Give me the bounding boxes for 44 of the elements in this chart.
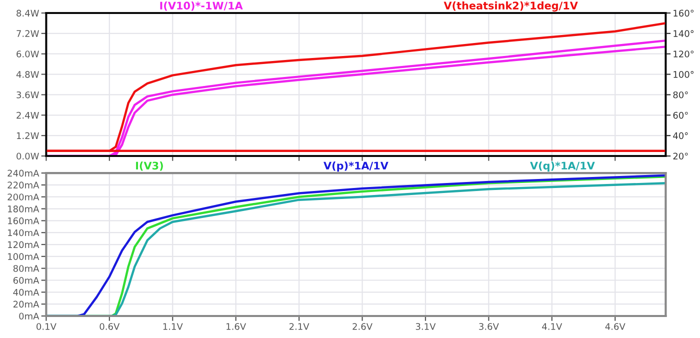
- y-tick-label: 0mA: [19, 312, 40, 320]
- y-tick-label: 0.0W: [16, 152, 39, 160]
- y-tick-label: 4.8W: [16, 71, 39, 78]
- y2-tick-label: 60°: [673, 112, 688, 119]
- y-tick-label: 2.4W: [16, 112, 39, 119]
- y2-tick-label: 40°: [673, 132, 688, 140]
- x-tick-label: 3.1V: [416, 323, 436, 330]
- y-tick-label: 3.6W: [16, 91, 39, 98]
- y-tick-label: 220mA: [8, 182, 40, 188]
- y-tick-label: 1.2W: [16, 132, 39, 139]
- x-tick-label: 4.1V: [542, 323, 562, 330]
- y-tick-label: 20mA: [13, 300, 40, 308]
- x-tick-label: 0.6V: [100, 323, 120, 330]
- series-label: V(q)*1A/1V: [530, 162, 595, 172]
- y2-tick-label: 80°: [673, 91, 688, 98]
- y-tick-label: 200mA: [8, 194, 40, 200]
- x-tick-label: 1.6V: [226, 323, 246, 330]
- y-tick-label: 140mA: [8, 229, 40, 236]
- series-label: V(p)*1A/1V: [324, 162, 388, 172]
- y-tick-label: 180mA: [8, 205, 40, 212]
- y2-tick-label: 100°: [674, 71, 694, 78]
- x-tick-label: 0.1V: [36, 323, 56, 330]
- y-tick-label: 120mA: [8, 241, 40, 248]
- y-tick-label: 8.4W: [16, 10, 39, 17]
- y-tick-label: 6.0W: [16, 50, 39, 58]
- x-tick-label: 3.6V: [479, 323, 499, 330]
- y-tick-label: 160mA: [8, 217, 40, 224]
- x-tick-label: 2.6V: [352, 323, 372, 330]
- y2-tick-label: 20°: [673, 152, 688, 160]
- y2-tick-label: 140°: [674, 30, 694, 37]
- y2-tick-label: 160°: [674, 10, 694, 17]
- y-tick-label: 7.2W: [16, 30, 39, 37]
- text: V(theatsink2)*1deg/1V: [444, 1, 578, 12]
- y-tick-label: 240mA: [8, 170, 40, 177]
- y-tick-label: 60mA: [13, 276, 40, 284]
- y-tick-label: 40mA: [13, 288, 40, 296]
- y2-tick-label: 120°: [674, 50, 694, 58]
- x-tick-label: 2.1V: [289, 323, 310, 330]
- x-tick-label: 1.1V: [163, 323, 183, 330]
- y-tick-label: 80mA: [13, 265, 40, 272]
- x-tick-label: 4.6V: [605, 323, 626, 330]
- text: I(V10)*-1W/1A: [160, 2, 243, 11]
- y-tick-label: 100mA: [8, 253, 40, 260]
- text: I(V3): [136, 162, 163, 171]
